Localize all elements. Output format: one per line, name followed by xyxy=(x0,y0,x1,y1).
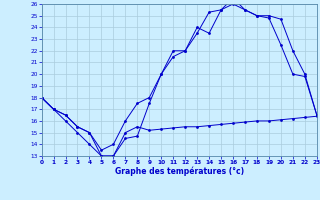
X-axis label: Graphe des températures (°c): Graphe des températures (°c) xyxy=(115,166,244,176)
